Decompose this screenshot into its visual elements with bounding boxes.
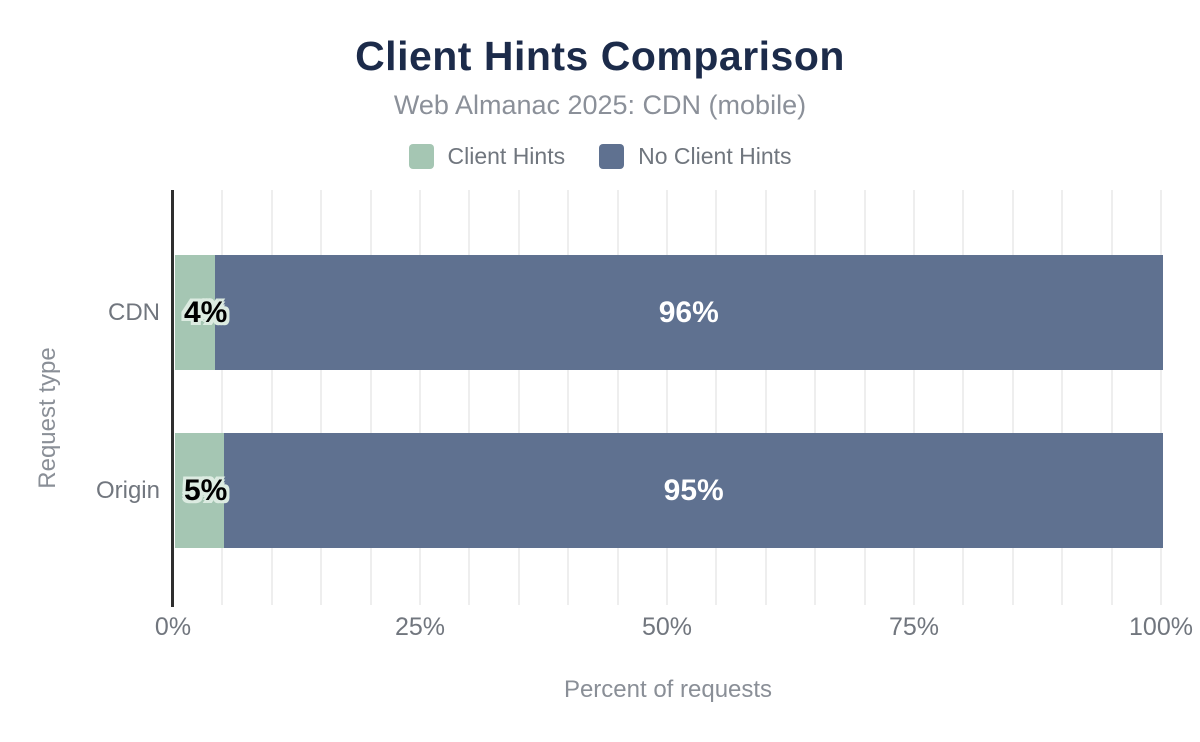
legend-label: Client Hints: [447, 142, 566, 169]
bar-value-label: 5%: [184, 473, 228, 507]
bar-row: 4% 96% CDN: [0, 255, 1200, 370]
legend-item-1: Client Hints: [408, 142, 566, 170]
gridline: [1061, 190, 1064, 605]
x-axis-title: Percent of requests: [563, 676, 773, 703]
gridline: [567, 190, 570, 605]
chart-title: Client Hints Comparison: [355, 33, 845, 79]
gridline: [221, 190, 224, 605]
gridline: [715, 190, 718, 605]
legend-swatch-icon: [599, 143, 625, 169]
gridline: [962, 190, 965, 605]
gridline: [863, 190, 866, 605]
gridline: [320, 190, 323, 605]
x-tick-label: 25%: [394, 613, 446, 641]
legend-item-2: No Client Hints: [599, 142, 792, 170]
gridline: [1011, 190, 1014, 605]
gridline: [468, 190, 471, 605]
bar-segment-no-client-hints: [224, 433, 1163, 548]
gridline: [814, 190, 817, 605]
gridline: [369, 190, 372, 605]
bar-segment-client-hints: [175, 255, 215, 370]
category-label: CDN: [108, 298, 160, 326]
gridline: [270, 190, 273, 605]
gridline: [616, 190, 619, 605]
x-tick-label: 0%: [154, 613, 192, 641]
legend: Client Hints No Client Hints: [0, 141, 1200, 171]
legend-swatch-icon: [408, 143, 434, 169]
x-tick-label: 75%: [888, 613, 940, 641]
gridline: [419, 190, 421, 605]
y-axis-title: Request type: [34, 347, 61, 489]
gridline: [517, 190, 520, 605]
gridline: [913, 190, 915, 605]
y-axis-line: [171, 190, 174, 607]
category-label: Origin: [95, 476, 160, 504]
gridline: [1160, 190, 1162, 605]
x-tick-label: 50%: [641, 613, 693, 641]
gridline: [764, 190, 767, 605]
gridline: [666, 190, 668, 605]
bar-row: 5% 95% Origin: [0, 433, 1200, 548]
bar-value-label: 95%: [663, 473, 724, 507]
legend-label: No Client Hints: [638, 142, 792, 169]
bar-value-label: 4%: [184, 295, 228, 329]
bar-value-label: 96%: [658, 295, 719, 329]
gridline: [1110, 190, 1113, 605]
bar-segment-client-hints: [175, 433, 225, 548]
chart-subtitle: Web Almanac 2025: CDN (mobile): [393, 90, 807, 120]
bar-segment-no-client-hints: [214, 255, 1163, 370]
x-tick-label: 100%: [1129, 613, 1193, 641]
